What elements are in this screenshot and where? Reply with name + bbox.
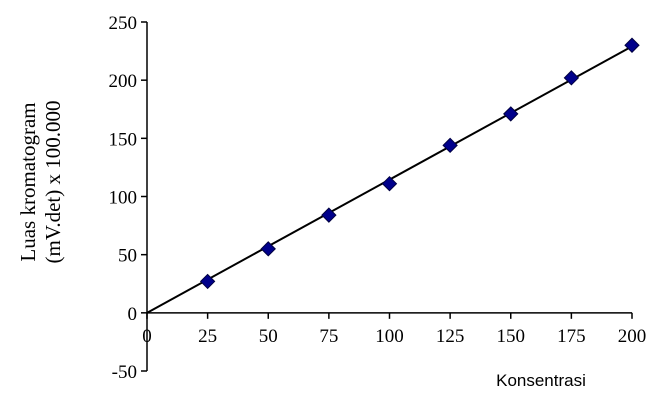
y-tick-label: 0	[128, 304, 138, 325]
y-tick-label: 200	[109, 71, 138, 92]
y-tick-label: 150	[109, 129, 138, 150]
x-tick-label: 50	[259, 326, 278, 347]
data-point	[260, 241, 276, 257]
x-tick-label: 125	[436, 326, 465, 347]
y-ticks: -50 0 50 100 150 200 250	[109, 13, 147, 383]
x-tick-label: 150	[497, 326, 526, 347]
data-point	[624, 37, 640, 53]
x-tick-label: 75	[319, 326, 338, 347]
y-tick-label: 250	[109, 13, 138, 34]
x-tick-label: 100	[375, 326, 404, 347]
data-points	[199, 37, 640, 290]
x-tick-label: 0	[142, 326, 152, 347]
data-point	[321, 207, 337, 223]
y-axis-title-line-1: Luas kromatogram	[16, 102, 40, 261]
data-point	[381, 175, 398, 192]
x-axis-title: Konsentrasi	[496, 371, 586, 390]
x-tick-label: 25	[198, 326, 217, 347]
y-tick-label: 100	[109, 188, 138, 209]
data-point	[503, 106, 519, 122]
data-point	[563, 70, 580, 86]
data-point	[442, 137, 458, 154]
x-tick-label: 175	[557, 326, 586, 347]
y-tick-label: 50	[118, 246, 137, 267]
x-ticks: 0 25 50 75 100 125 150 175 200	[142, 312, 647, 347]
y-axis-title-line-2: (mV.det) x 100.000	[41, 101, 65, 264]
y-tick-label: -50	[112, 362, 137, 383]
x-tick-label: 200	[618, 326, 647, 347]
data-point	[199, 273, 216, 290]
